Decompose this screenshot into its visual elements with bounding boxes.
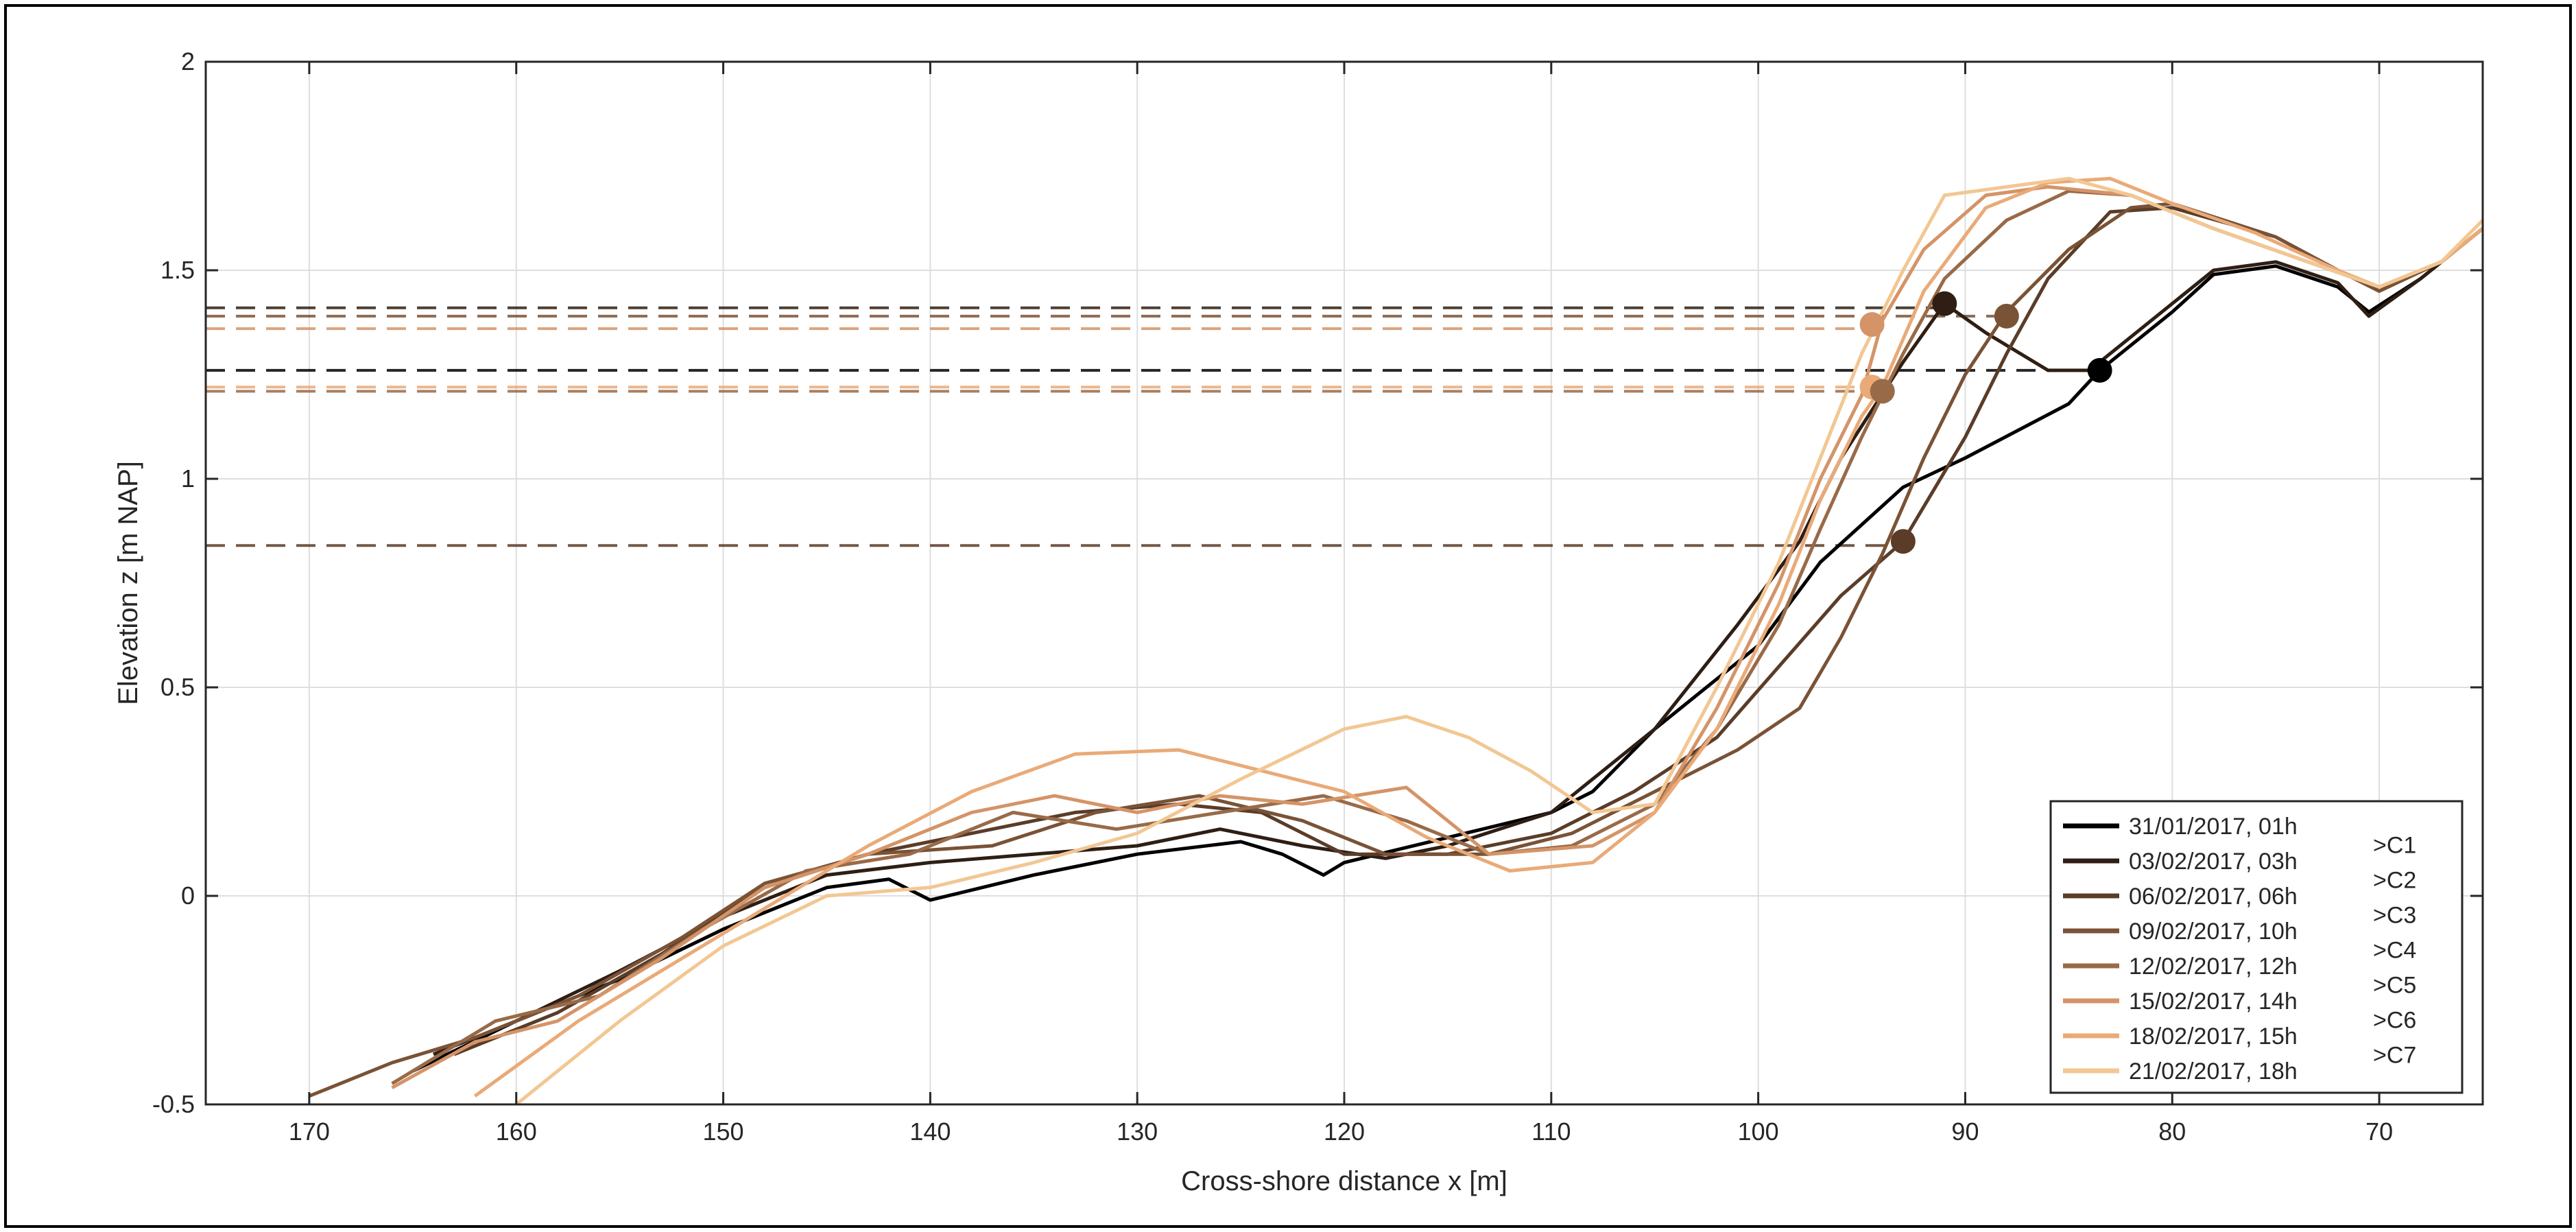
x-tick-label: 70 [2365,1117,2393,1146]
legend-entry: 09/02/2017, 10h [2129,919,2298,945]
legend-entry: 06/02/2017, 06h [2129,884,2298,910]
y-tick-label: 0 [181,881,195,910]
legend-box [2049,800,2464,1094]
legend-entry: 18/02/2017, 15h [2129,1023,2298,1050]
x-tick-label: 110 [1531,1117,1571,1146]
legend-change-label: >C3 [2373,903,2416,929]
series-line [412,227,2484,1073]
legend-change-label: >C1 [2373,833,2416,859]
legend-change-label: >C4 [2373,938,2416,964]
change-marker [2087,357,2112,383]
x-axis-label: Cross-shore distance x [m] [1181,1166,1507,1196]
y-tick-label: 1.5 [160,256,195,284]
legend-entry: 31/01/2017, 01h [2129,814,2298,840]
legend-entry: 15/02/2017, 14h [2129,988,2298,1015]
legend-entry: 12/02/2017, 12h [2129,953,2298,980]
change-marker [1932,291,1957,316]
y-tick-label: 1 [181,464,195,493]
reference-lines [206,306,2100,547]
y-tick-label: -0.5 [152,1090,195,1118]
x-tick-label: 150 [703,1117,744,1146]
y-tick-label: 0.5 [160,673,195,701]
change-marker [1890,529,1916,554]
legend-change-label: >C2 [2373,868,2416,894]
x-tick-label: 100 [1738,1117,1779,1146]
series-line [515,176,2484,1106]
x-tick-label: 170 [289,1117,330,1146]
change-markers [1859,291,2112,554]
x-tick-label: 120 [1324,1117,1365,1146]
x-tick-label: 160 [496,1117,537,1146]
legend-entry: 03/02/2017, 03h [2129,849,2298,875]
series-lines [308,176,2484,1106]
legend-change-label: >C7 [2373,1043,2416,1069]
legend-change-label: >C5 [2373,973,2416,999]
series-line [473,176,2484,1098]
x-tick-label: 80 [2158,1117,2186,1146]
y-axis-label: Elevation z [m NAP] [113,461,143,705]
x-tick-label: 90 [1951,1117,1979,1146]
legend-entry: 21/02/2017, 18h [2129,1058,2298,1085]
change-marker [1859,312,1885,337]
y-tick-label: 2 [181,47,195,75]
axis-ticks: 170 160 150 140 130 120 110 100 90 80 70 -0.5 0 0.5 1 1… [152,47,2483,1146]
series-line [433,227,2484,1056]
legend-change-label: >C6 [2373,1008,2416,1034]
x-tick-label: 140 [909,1117,951,1146]
change-marker [1870,379,1895,404]
change-marker [1994,303,2019,329]
legend: 31/01/2017, 01h 03/02/2017, 03h 06/02/2017… [2049,800,2464,1094]
x-tick-label: 130 [1117,1117,1158,1146]
